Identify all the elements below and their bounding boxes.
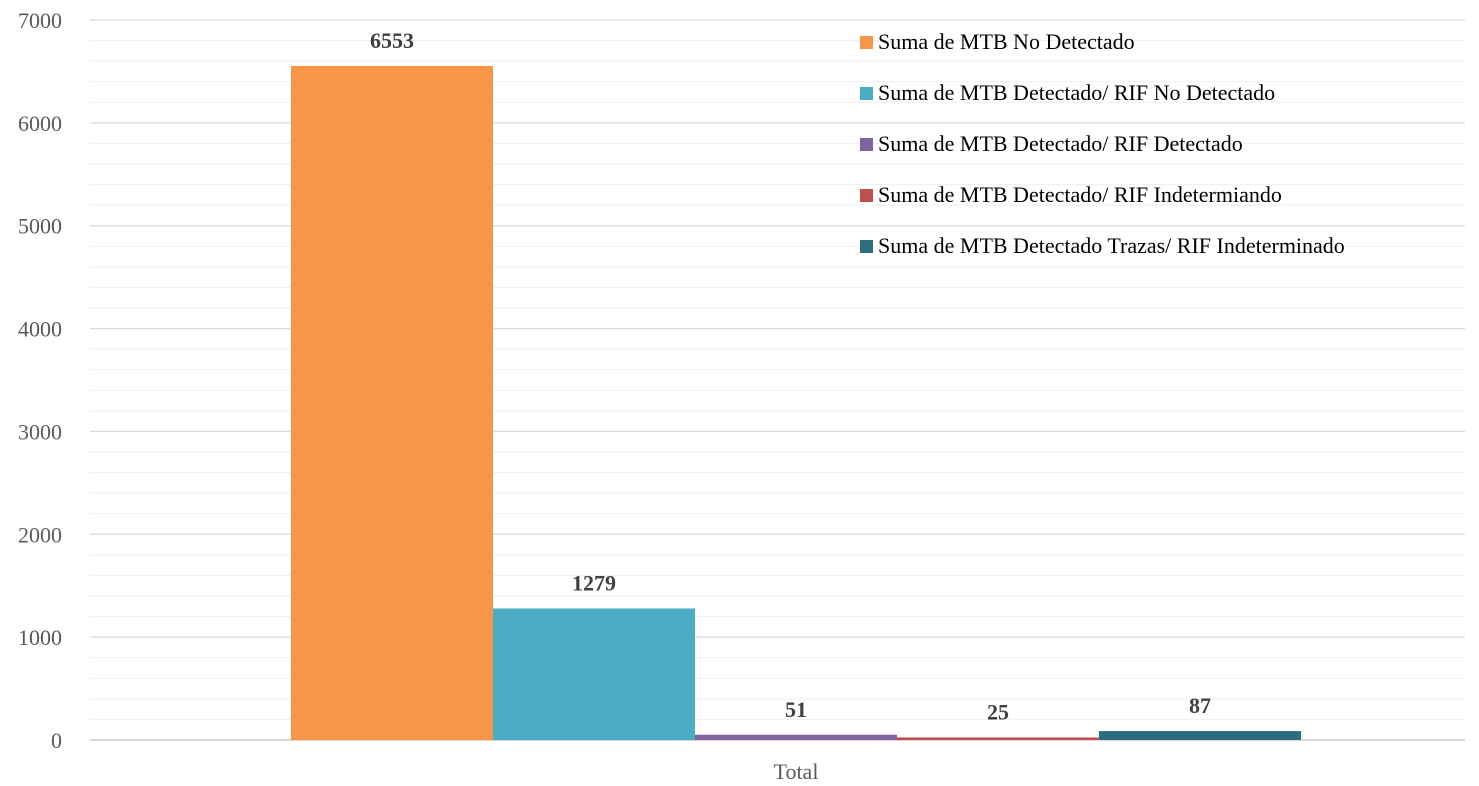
legend-item: Suma de MTB Detectado/ RIF Detectado — [860, 131, 1243, 156]
y-tick-label: 1000 — [18, 625, 62, 650]
y-tick-label: 5000 — [18, 214, 62, 239]
data-labels: 6553 1279 51 25 87 — [370, 28, 1211, 724]
data-label: 87 — [1189, 693, 1211, 718]
legend: Suma de MTB No Detectado Suma de MTB Dete… — [860, 29, 1345, 258]
y-tick-label: 2000 — [18, 522, 62, 547]
legend-swatch — [860, 240, 873, 253]
x-tick-label: Total — [774, 759, 819, 784]
legend-swatch — [860, 138, 873, 151]
data-label: 6553 — [370, 28, 414, 53]
legend-label: Suma de MTB Detectado/ RIF Detectado — [878, 131, 1243, 156]
legend-item: Suma de MTB Detectado/ RIF Indetermiando — [860, 182, 1282, 207]
x-axis: Total — [774, 759, 819, 784]
legend-item: Suma de MTB No Detectado — [860, 29, 1135, 54]
data-label: 1279 — [572, 570, 616, 595]
y-tick-label: 6000 — [18, 111, 62, 136]
bar — [897, 737, 1099, 740]
legend-label: Suma de MTB Detectado Trazas/ RIF Indete… — [878, 233, 1345, 258]
bar — [493, 608, 695, 740]
legend-label: Suma de MTB Detectado/ RIF No Detectado — [878, 80, 1275, 105]
legend-swatch — [860, 87, 873, 100]
bars — [291, 65, 1301, 740]
y-tick-label: 0 — [51, 728, 62, 753]
legend-item: Suma de MTB Detectado/ RIF No Detectado — [860, 80, 1275, 105]
y-tick-label: 4000 — [18, 317, 62, 342]
data-label: 25 — [987, 699, 1009, 724]
legend-swatch — [860, 36, 873, 49]
data-label: 51 — [785, 697, 807, 722]
bar — [695, 734, 897, 740]
y-tick-label: 3000 — [18, 419, 62, 444]
y-axis: 0 1000 2000 3000 4000 5000 6000 7000 — [18, 8, 62, 753]
legend-label: Suma de MTB No Detectado — [878, 29, 1135, 54]
legend-item: Suma de MTB Detectado Trazas/ RIF Indete… — [860, 233, 1345, 258]
legend-label: Suma de MTB Detectado/ RIF Indetermiando — [878, 182, 1282, 207]
bar — [291, 65, 493, 740]
legend-swatch — [860, 189, 873, 202]
y-tick-label: 7000 — [18, 8, 62, 33]
bar — [1099, 731, 1301, 740]
